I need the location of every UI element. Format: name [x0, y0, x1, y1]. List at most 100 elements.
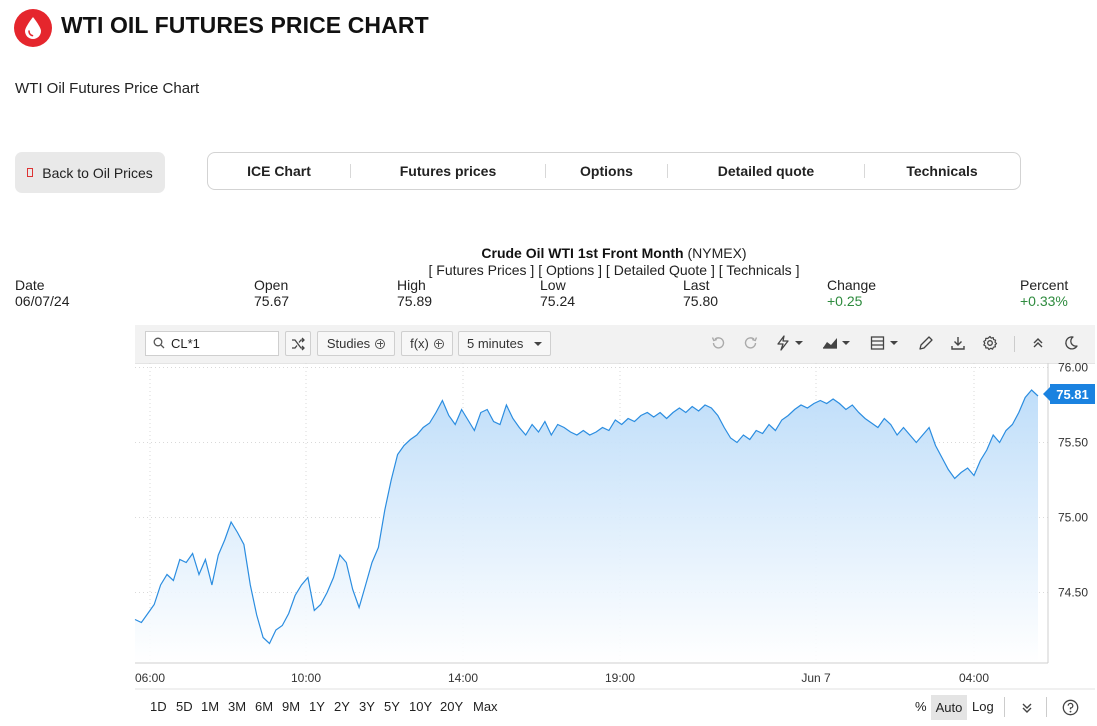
page-title: WTI OIL FUTURES PRICE CHART	[61, 12, 429, 38]
scale-log[interactable]: Log	[972, 699, 994, 714]
x-tick-labels: 06:00 10:00 14:00 19:00 Jun 7 04:00	[135, 671, 989, 685]
change-label: Change	[827, 277, 877, 293]
x-tick-label: 19:00	[605, 671, 635, 685]
instrument-links: [ Futures Prices ] [ Options ] [ Detaile…	[428, 262, 800, 278]
oil-drop-logo	[14, 9, 52, 47]
x-tick-label: 04:00	[959, 671, 989, 685]
range-max[interactable]: Max	[473, 699, 498, 714]
range-9m[interactable]: 9M	[282, 699, 301, 714]
tab-divider	[545, 164, 546, 178]
undo-icon[interactable]	[710, 335, 726, 351]
tab-detailed-quote[interactable]: Detailed quote	[717, 163, 815, 179]
back-icon	[27, 168, 34, 177]
shuffle-icon	[292, 337, 305, 350]
range-3y[interactable]: 3Y	[359, 699, 375, 714]
scale-divider	[1046, 697, 1047, 717]
tab-divider	[350, 164, 351, 178]
x-tick-label: Jun 7	[801, 671, 831, 685]
fx-label: f(x)	[410, 336, 429, 351]
back-to-oil-prices-button[interactable]: Back to Oil Prices	[15, 152, 165, 193]
x-tick-label: 06:00	[135, 671, 165, 685]
chart-type-icon[interactable]	[822, 335, 854, 351]
lightning-icon[interactable]	[775, 335, 807, 351]
help-icon[interactable]	[1062, 699, 1079, 716]
link-technicals[interactable]: Technicals	[726, 262, 792, 278]
toolbar-divider	[1014, 336, 1015, 352]
plus-circle-icon	[433, 338, 444, 349]
layout-icon[interactable]	[870, 335, 902, 351]
double-chevron-down-icon[interactable]	[1020, 700, 1034, 716]
range-3m[interactable]: 3M	[228, 699, 247, 714]
y-tick-label: 75.00	[1058, 511, 1088, 525]
oil-drop-icon	[25, 17, 41, 39]
dark-mode-icon[interactable]	[1063, 335, 1079, 351]
page-subtitle: WTI Oil Futures Price Chart	[15, 80, 200, 97]
x-tick-label: 14:00	[448, 671, 478, 685]
instrument-name: Crude Oil WTI 1st Front Month	[481, 245, 684, 261]
range-20y[interactable]: 20Y	[440, 699, 464, 714]
tab-bar: ICE Chart Futures prices Options Detaile…	[207, 152, 1021, 190]
studies-button[interactable]: Studies	[317, 331, 395, 356]
tab-ice-chart[interactable]: ICE Chart	[247, 163, 311, 179]
range-10y[interactable]: 10Y	[409, 699, 433, 714]
chart-toolbar: Studies f(x) 5 minutes	[135, 325, 1095, 364]
redo-icon[interactable]	[743, 335, 759, 351]
low-label: Low	[540, 277, 566, 293]
tab-technicals[interactable]: Technicals	[906, 163, 978, 179]
tab-options[interactable]: Options	[580, 163, 633, 179]
last-value: 75.80	[683, 293, 719, 309]
link-futures-prices[interactable]: Futures Prices	[436, 262, 527, 278]
caret-down-icon	[534, 341, 543, 346]
high-label: High	[397, 277, 426, 293]
last-label: Last	[683, 277, 710, 293]
instrument-title: Crude Oil WTI 1st Front Month (NYMEX)	[0, 245, 1097, 261]
symbol-search-input[interactable]	[145, 331, 279, 356]
collapse-up-icon[interactable]	[1031, 335, 1045, 351]
pencil-icon[interactable]	[918, 335, 934, 351]
price-area	[135, 390, 1038, 663]
studies-label: Studies	[326, 336, 371, 351]
gear-icon[interactable]	[982, 335, 998, 351]
scale-divider	[1004, 697, 1005, 717]
search-icon	[153, 337, 165, 349]
open-value: 75.67	[254, 293, 290, 309]
low-value: 75.24	[540, 293, 576, 309]
percent-value: +0.33%	[1020, 293, 1068, 309]
range-1d[interactable]: 1D	[150, 699, 167, 714]
y-tick-label: 76.00	[1058, 361, 1088, 375]
range-5y[interactable]: 5Y	[384, 699, 400, 714]
link-options[interactable]: Options	[546, 262, 595, 278]
range-6m[interactable]: 6M	[255, 699, 274, 714]
compare-button[interactable]	[285, 331, 311, 356]
y-tick-labels: 76.00 75.50 75.00 74.50	[1058, 361, 1088, 600]
interval-select[interactable]: 5 minutes	[458, 331, 551, 356]
percent-label: Percent	[1020, 277, 1069, 293]
range-1m[interactable]: 1M	[201, 699, 220, 714]
price-line	[134, 389, 1039, 645]
plus-circle-icon	[375, 338, 386, 349]
date-value: 06/07/24	[15, 293, 70, 309]
download-icon[interactable]	[950, 335, 966, 351]
tab-divider	[667, 164, 668, 178]
interval-label: 5 minutes	[467, 336, 524, 351]
instrument-exchange: (NYMEX)	[687, 245, 747, 261]
y-tick-label: 75.50	[1058, 436, 1088, 450]
date-label: Date	[15, 277, 45, 293]
last-price-badge: 75.81	[1043, 384, 1095, 404]
x-tick-label: 10:00	[291, 671, 321, 685]
range-1y[interactable]: 1Y	[309, 699, 325, 714]
back-button-label: Back to Oil Prices	[42, 164, 153, 181]
high-value: 75.89	[397, 293, 433, 309]
change-value: +0.25	[827, 293, 863, 309]
scale-auto[interactable]: Auto	[931, 695, 967, 720]
y-tick-label: 74.50	[1058, 586, 1088, 600]
range-2y[interactable]: 2Y	[334, 699, 350, 714]
range-5d[interactable]: 5D	[176, 699, 193, 714]
scale-percent[interactable]: %	[915, 699, 927, 714]
fx-button[interactable]: f(x)	[401, 331, 453, 356]
tab-futures-prices[interactable]: Futures prices	[399, 163, 497, 179]
link-detailed-quote[interactable]: Detailed Quote	[613, 262, 708, 278]
tab-divider	[864, 164, 865, 178]
open-label: Open	[254, 277, 289, 293]
